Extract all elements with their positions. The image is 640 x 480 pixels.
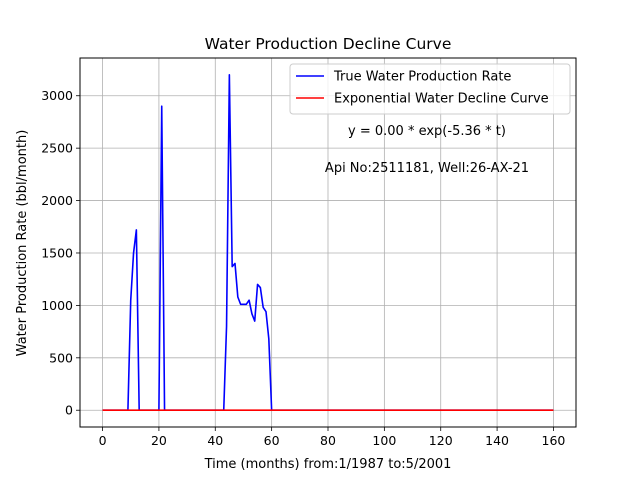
y-tick-label: 2500 (41, 141, 73, 156)
x-tick-label: 120 (429, 433, 453, 448)
y-tick-label: 1000 (41, 298, 73, 313)
legend: True Water Production Rate Exponential W… (289, 63, 571, 115)
x-tick-label: 80 (320, 433, 336, 448)
y-tick-label: 2000 (41, 193, 73, 208)
well-annotation: Api No:2511181, Well:26-AX-21 (325, 161, 529, 176)
x-axis-label: Time (months) from:1/1987 to:5/2001 (204, 457, 452, 472)
x-tick-label: 20 (151, 433, 167, 448)
y-tick-label: 1500 (41, 245, 73, 260)
x-tick-label: 140 (485, 433, 509, 448)
x-tick-label: 160 (542, 433, 566, 448)
series-line-true-rate (102, 73, 554, 412)
y-axis-label: Water Production Rate (bbl/month) (15, 130, 30, 357)
x-tick-label: 100 (372, 433, 396, 448)
legend-box (289, 63, 571, 115)
equation-annotation: y = 0.00 * exp(-5.36 * t) (348, 124, 506, 139)
x-tick-label: 40 (207, 433, 223, 448)
plot-lines (102, 73, 554, 412)
y-tick-label: 0 (65, 403, 73, 418)
x-tick-label: 0 (99, 433, 107, 448)
x-tick-label: 60 (264, 433, 280, 448)
y-tick-label: 3000 (41, 88, 73, 103)
legend-label-true-rate: True Water Production Rate (333, 70, 511, 85)
axis-ticks: 0 20 40 60 80 100 120 140 160 0 500 1000 1500 2000 250… (41, 88, 565, 448)
y-tick-label: 500 (49, 350, 73, 365)
chart-title: Water Production Decline Curve (205, 35, 452, 53)
legend-label-decline-curve: Exponential Water Decline Curve (334, 92, 549, 107)
